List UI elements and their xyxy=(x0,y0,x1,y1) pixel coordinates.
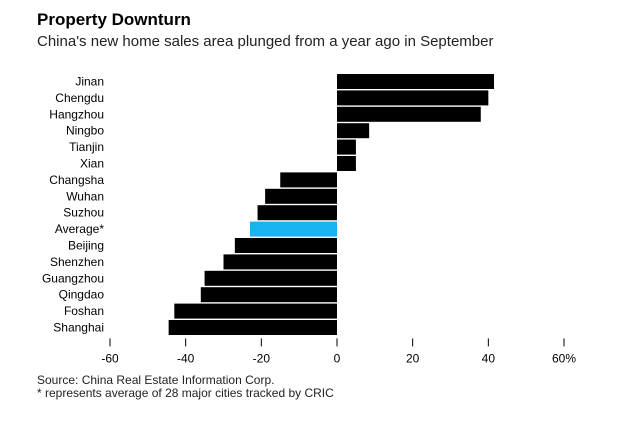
category-label: Average* xyxy=(55,222,104,236)
bar-qingdao xyxy=(200,287,337,303)
category-label: Guangzhou xyxy=(42,271,104,285)
bar-xian xyxy=(337,156,356,171)
category-label: Qingdao xyxy=(59,288,105,302)
category-label: Suzhou xyxy=(63,206,104,220)
x-tick-label: -20 xyxy=(253,351,271,365)
x-tick-label: 60% xyxy=(552,351,576,365)
x-tick-label: 20 xyxy=(406,351,420,365)
x-tick-label: 0 xyxy=(334,351,341,365)
category-label: Xian xyxy=(80,157,104,171)
bar-hangzhou xyxy=(337,106,481,122)
bar-beijing xyxy=(234,238,337,253)
category-label: Hangzhou xyxy=(49,107,104,121)
category-label: Wuhan xyxy=(66,189,104,203)
category-label: Jinan xyxy=(75,75,104,89)
category-label: Tianjin xyxy=(69,140,104,154)
bar-wuhan xyxy=(265,188,337,204)
footnote: * represents average of 28 major cities … xyxy=(37,386,334,400)
category-label: Shenzhen xyxy=(50,255,104,269)
bar-average xyxy=(249,221,337,237)
bar-suzhou xyxy=(257,205,337,221)
bar-tianjin xyxy=(337,139,356,155)
x-tick-label: 40 xyxy=(482,351,496,365)
bar-ningbo xyxy=(337,123,370,139)
chart-title: Property Downturn xyxy=(37,10,191,29)
bar-chengdu xyxy=(337,90,489,106)
bar-foshan xyxy=(174,303,337,319)
category-label: Changsha xyxy=(49,173,104,187)
chart-subtitle: China's new home sales area plunged from… xyxy=(37,33,494,50)
bar-shanghai xyxy=(168,320,337,335)
category-label: Chengdu xyxy=(55,91,104,105)
category-label: Beijing xyxy=(68,239,104,253)
category-label: Shanghai xyxy=(53,321,104,335)
bar-jinan xyxy=(337,74,495,89)
bar-guangzhou xyxy=(204,270,337,286)
bar-changsha xyxy=(280,172,337,188)
x-tick-label: -60 xyxy=(101,351,119,365)
source-note: Source: China Real Estate Information Co… xyxy=(37,373,275,387)
x-tick-label: -40 xyxy=(177,351,195,365)
bar-shenzhen xyxy=(223,254,337,270)
category-label: Foshan xyxy=(64,304,104,318)
category-label: Ningbo xyxy=(66,124,104,138)
